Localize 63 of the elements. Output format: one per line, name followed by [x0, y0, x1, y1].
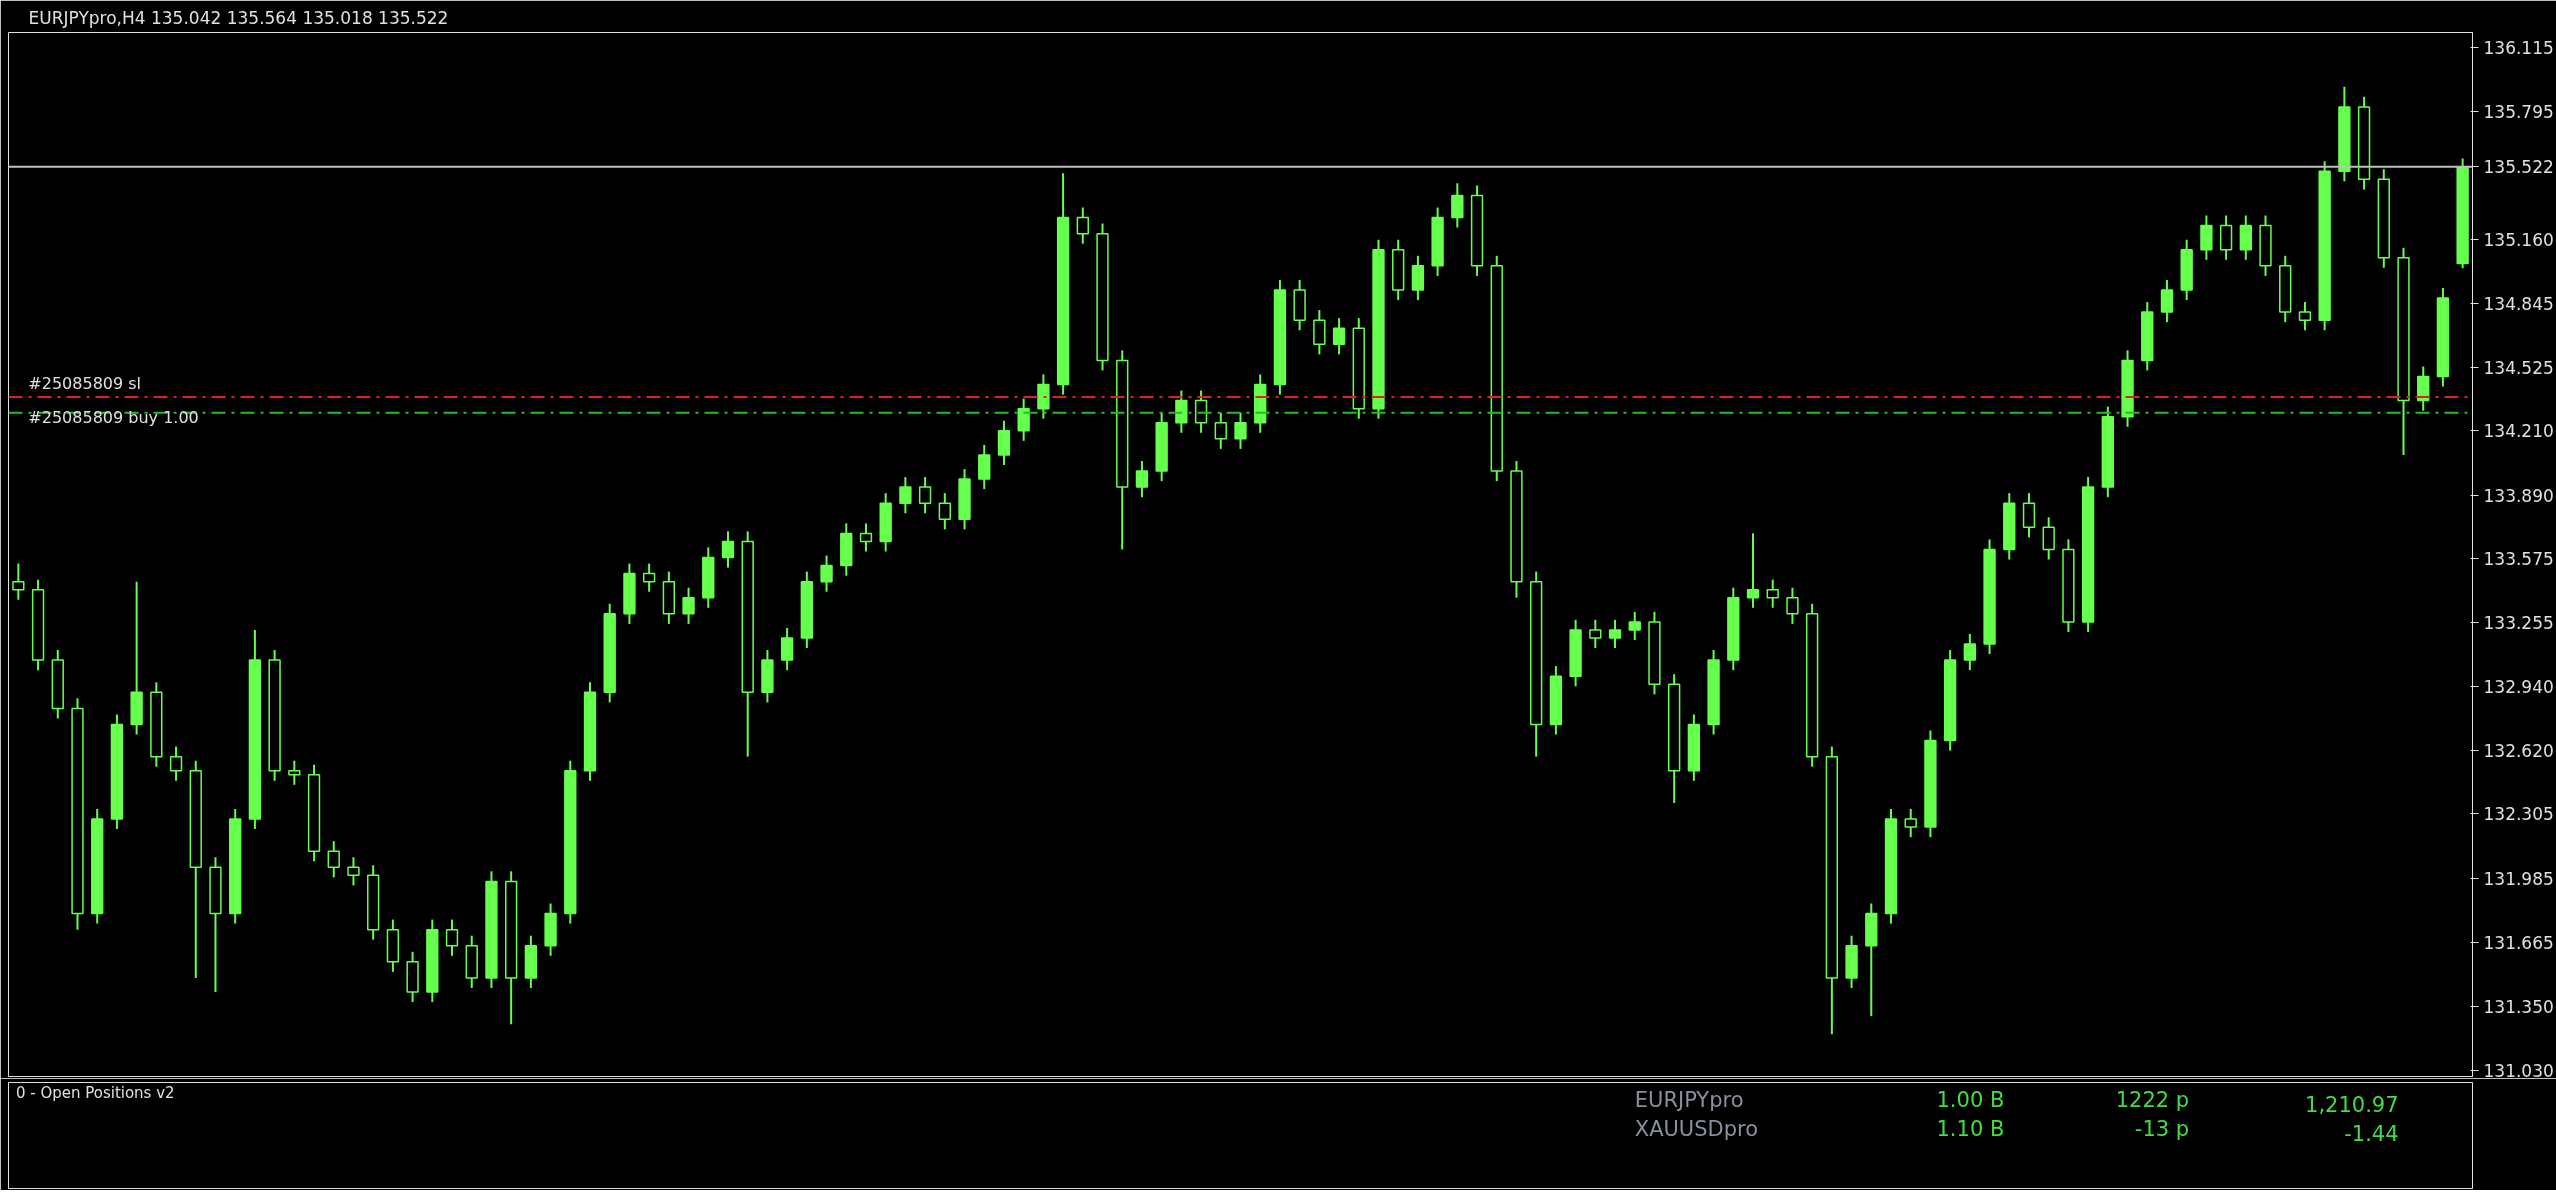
candlestick: [1746, 532, 1760, 609]
ref-line-label: #25085809 buy 1.00: [28, 407, 199, 427]
text: 1.00 B: [1936, 1088, 2005, 1113]
y-tick-label: 133.890: [2483, 485, 2554, 506]
candlestick: [1234, 411, 1247, 450]
candlestick: [918, 476, 932, 515]
chart-title: EURJPYpro,H4 135.042 135.564 135.018 135.522: [28, 7, 449, 28]
y-tick-label: 132.940: [2483, 676, 2554, 697]
candlestick: [780, 626, 794, 672]
candlestick: [1608, 618, 1622, 650]
candlestick: [1017, 397, 1030, 442]
y-tick-label: 135.795: [2483, 102, 2554, 123]
candlestick: [1135, 459, 1149, 499]
y-tick-label: 135.160: [2483, 230, 2554, 251]
candlestick: [1332, 317, 1346, 356]
y-tick-label: 131.985: [2483, 868, 2554, 889]
candlestick: [12, 562, 25, 601]
candlestick: [938, 492, 951, 531]
y-tick-label: 131.030: [2483, 1060, 2554, 1081]
y-tick-label: 132.620: [2483, 741, 2554, 762]
candlestick: [1451, 182, 1464, 229]
text: 1.10 B: [1936, 1116, 2005, 1141]
candlestick: [1175, 389, 1188, 434]
candlestick: [2042, 516, 2055, 561]
candlestick: [2160, 278, 2174, 324]
candlestick: [169, 745, 183, 782]
text: 0 - Open Positions v2: [15, 1083, 175, 1102]
y-tick-label: 133.575: [2483, 549, 2554, 570]
candlestick: [1076, 206, 1089, 245]
candlestick: [1214, 411, 1227, 450]
y-tick-label: 133.255: [2483, 613, 2554, 634]
text: -13 p: [2134, 1116, 2190, 1141]
y-tick-label: 134.210: [2483, 421, 2554, 442]
y-tick-label: 135.522: [2483, 157, 2554, 178]
text: EURJPYpro: [1634, 1088, 1744, 1113]
candlestick: [1628, 610, 1641, 641]
candlestick: [1786, 586, 1799, 625]
candlestick: [721, 530, 735, 569]
y-tick-label: 131.665: [2483, 933, 2554, 954]
candlestick: [1589, 618, 1602, 650]
candlestick: [1904, 807, 1917, 839]
y-tick-label: 134.845: [2483, 293, 2554, 314]
candlestick: [347, 856, 360, 887]
text: XAUUSDpro: [1634, 1116, 1759, 1141]
candlestick: [682, 586, 695, 625]
candlestick: [820, 554, 833, 593]
candlestick: [1766, 578, 1779, 609]
candlestick: [327, 840, 340, 879]
text: 1222 p: [2115, 1088, 2190, 1113]
y-tick-label: 132.305: [2483, 804, 2554, 825]
candlestick: [2298, 301, 2312, 332]
y-tick-label: 136.115: [2483, 38, 2554, 59]
candlestick: [1963, 632, 1977, 672]
text: 1,210.97: [2305, 1093, 2399, 1118]
ref-line-label: #25085809 sl: [28, 373, 142, 393]
candlestick: [288, 759, 301, 786]
text: -1.44: [2344, 1121, 2399, 1146]
candlestick: [899, 476, 912, 515]
candlestick: [859, 522, 873, 553]
candlestick: [642, 562, 656, 593]
y-tick-label: 134.525: [2483, 357, 2554, 378]
y-tick-label: 131.350: [2483, 996, 2554, 1017]
candlestick: [445, 918, 459, 957]
